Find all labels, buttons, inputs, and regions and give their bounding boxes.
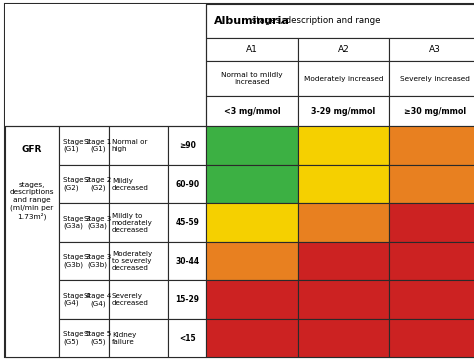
Bar [59, 203, 109, 242]
Bar [109, 126, 168, 165]
Bar [168, 280, 206, 319]
Text: Stage 1
(G1): Stage 1 (G1) [84, 139, 111, 152]
Text: A1: A1 [246, 45, 258, 54]
Bar [168, 203, 206, 242]
Bar [109, 165, 168, 203]
Bar [168, 165, 206, 203]
Bar [5, 126, 59, 357]
Text: Stage 2
(G2): Stage 2 (G2) [63, 177, 90, 191]
Bar [389, 203, 474, 242]
Text: 60-90: 60-90 [175, 180, 199, 188]
Text: 15-29: 15-29 [175, 295, 199, 304]
Bar [59, 242, 109, 280]
Bar [389, 319, 474, 357]
Bar [298, 38, 389, 61]
Text: 45-59: 45-59 [175, 218, 199, 227]
Bar [298, 126, 389, 165]
Bar [389, 126, 474, 165]
Text: Normal or
high: Normal or high [112, 139, 147, 152]
Bar [389, 242, 474, 280]
Text: stages, description and range: stages, description and range [249, 16, 381, 25]
Bar [206, 4, 474, 38]
Text: Stage 4
(G4): Stage 4 (G4) [63, 293, 91, 306]
Text: Moderately increased: Moderately increased [304, 75, 383, 82]
Bar [206, 319, 298, 357]
Bar [109, 203, 168, 242]
Bar [298, 242, 389, 280]
Bar [389, 61, 474, 96]
Bar [59, 165, 109, 203]
Text: Stage 2
(G2): Stage 2 (G2) [84, 177, 111, 191]
Bar [5, 4, 206, 126]
Bar [59, 319, 109, 357]
Text: Stage 5
(G5): Stage 5 (G5) [63, 331, 90, 345]
Text: stages,
descriptions
and range
(ml/min per
1.73m²): stages, descriptions and range (ml/min p… [10, 182, 54, 220]
Text: Albuminuria: Albuminuria [214, 16, 290, 26]
Bar [109, 280, 168, 319]
Text: <3 mg/mmol: <3 mg/mmol [224, 106, 280, 116]
Bar [168, 319, 206, 357]
Bar [298, 165, 389, 203]
Bar [206, 61, 298, 96]
Bar [389, 38, 474, 61]
Text: Mildly
decreased: Mildly decreased [112, 178, 149, 191]
Text: Moderately
to severely
decreased: Moderately to severely decreased [112, 251, 152, 271]
Bar [298, 280, 389, 319]
Text: Stage 3
(G3a): Stage 3 (G3a) [84, 216, 111, 230]
Bar [298, 61, 389, 96]
Text: Severely increased: Severely increased [400, 75, 470, 82]
Bar [298, 319, 389, 357]
Bar [206, 165, 298, 203]
Text: Stage 3
(G3b): Stage 3 (G3b) [84, 254, 111, 268]
Text: ≥30 mg/mmol: ≥30 mg/mmol [404, 106, 466, 116]
Bar [389, 280, 474, 319]
Bar [59, 126, 109, 165]
Text: 3-29 mg/mmol: 3-29 mg/mmol [311, 106, 375, 116]
Bar [109, 319, 168, 357]
Text: Stage 3
(G3a): Stage 3 (G3a) [63, 216, 90, 229]
Text: Mildly to
moderately
decreased: Mildly to moderately decreased [112, 213, 153, 232]
Bar [206, 242, 298, 280]
Bar [298, 203, 389, 242]
Text: A3: A3 [429, 45, 441, 54]
Bar [389, 96, 474, 126]
Text: <15: <15 [179, 334, 196, 343]
Bar [206, 38, 298, 61]
Bar [389, 165, 474, 203]
Text: Stage 3
(G3b): Stage 3 (G3b) [63, 255, 90, 268]
Text: Stage 4
(G4): Stage 4 (G4) [84, 293, 111, 306]
Text: Stage 5
(G5): Stage 5 (G5) [84, 331, 111, 345]
Bar [206, 280, 298, 319]
Text: Normal to mildly
increased: Normal to mildly increased [221, 72, 283, 85]
Bar [109, 242, 168, 280]
Text: Severely
decreased: Severely decreased [112, 293, 149, 306]
Text: Kidney
failure: Kidney failure [112, 332, 136, 345]
Text: 30-44: 30-44 [175, 257, 199, 266]
Text: Stage 1
(G1): Stage 1 (G1) [63, 139, 90, 152]
Bar [298, 96, 389, 126]
Text: GFR: GFR [22, 145, 42, 154]
Text: ≥90: ≥90 [179, 141, 196, 150]
Bar [168, 242, 206, 280]
Bar [168, 126, 206, 165]
Bar [206, 203, 298, 242]
Bar [206, 96, 298, 126]
Bar [59, 280, 109, 319]
Bar [206, 126, 298, 165]
Text: A2: A2 [337, 45, 349, 54]
